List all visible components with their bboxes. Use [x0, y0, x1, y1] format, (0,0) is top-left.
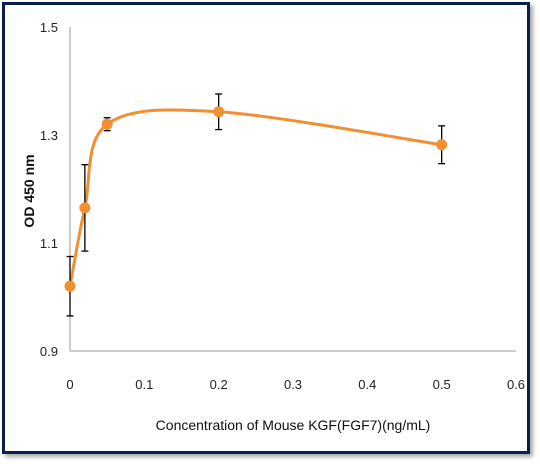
- chart-frame: [2, 2, 530, 454]
- x-tick-label: 0.2: [210, 377, 228, 392]
- data-point: [79, 202, 91, 214]
- data-points: [64, 106, 448, 292]
- x-tick-label: 0.6: [507, 377, 525, 392]
- y-tick-label: 0.9: [40, 344, 58, 359]
- data-point: [64, 280, 76, 292]
- y-tick-label: 1.5: [40, 20, 58, 35]
- data-point: [436, 139, 448, 151]
- error-bars: [66, 93, 446, 317]
- series-line: [68, 108, 442, 287]
- y-tick-label: 1.3: [40, 128, 58, 143]
- axes: [69, 27, 516, 352]
- x-tick-label: 0: [66, 377, 73, 392]
- x-tick-label: 0.1: [135, 377, 153, 392]
- x-tick-label: 0.5: [433, 377, 451, 392]
- data-point: [101, 118, 113, 130]
- data-point: [213, 106, 225, 118]
- y-axis-label: OD 450 nm: [21, 154, 37, 227]
- y-tick-labels: 0.9 1.1 1.3 1.5: [40, 20, 58, 359]
- x-tick-labels: 0 0.1 0.2 0.3 0.4 0.5 0.6: [66, 377, 525, 392]
- x-tick-label: 0.4: [358, 377, 376, 392]
- x-axis-label: Concentration of Mouse KGF(FGF7)(ng/mL): [156, 417, 431, 433]
- x-tick-label: 0.3: [284, 377, 302, 392]
- y-tick-label: 1.1: [40, 236, 58, 251]
